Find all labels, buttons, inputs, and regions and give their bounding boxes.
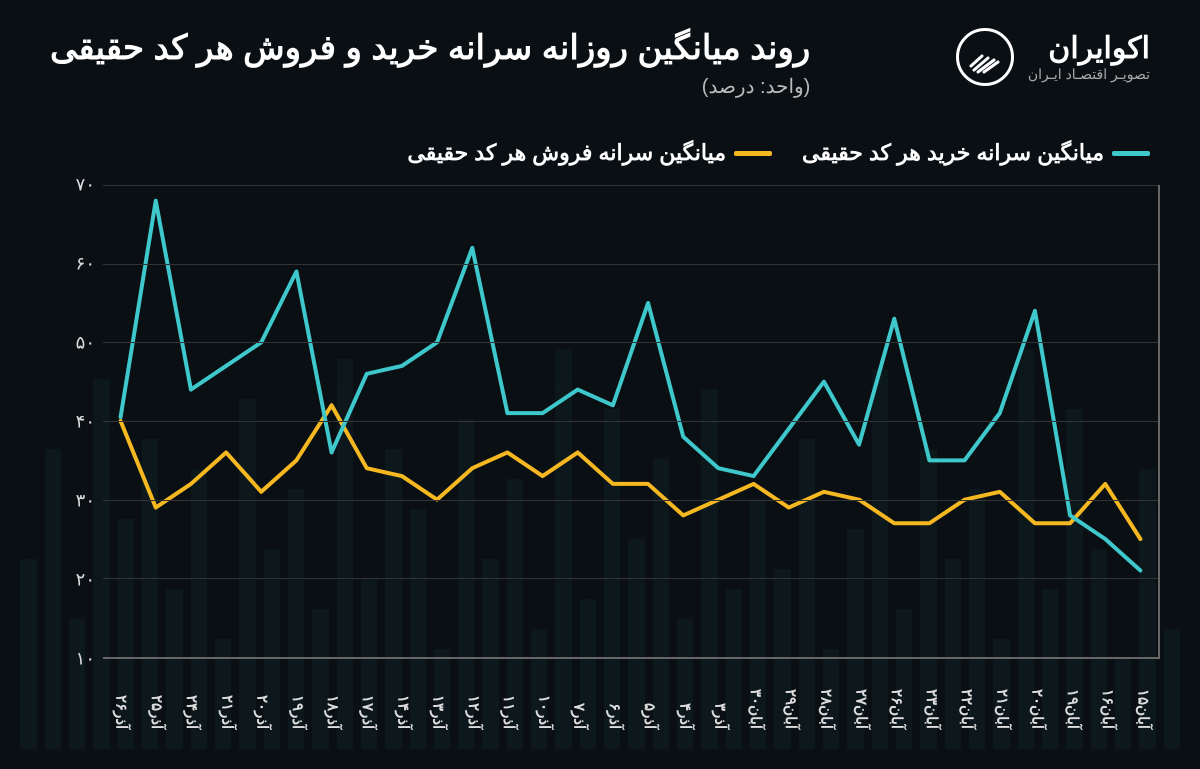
- x-tick-label: آبان۲۸: [808, 667, 843, 729]
- legend-swatch-sell: [734, 151, 772, 156]
- x-tick-label: آبان۱۵: [1125, 667, 1160, 729]
- x-tick-label: آذر۳: [702, 667, 737, 729]
- x-tick-label: آبان۲۰: [1019, 667, 1054, 729]
- x-tick-label: آذر۱۷: [350, 667, 385, 729]
- y-tick-label: ۱۰: [55, 649, 95, 670]
- x-tick-label: آذر۱۱: [491, 667, 526, 729]
- plot-area: [103, 185, 1160, 659]
- y-tick-label: ۳۰: [55, 491, 95, 512]
- x-axis-labels: آبان۱۵آبان۱۶آبان۱۹آبان۲۰آبان۲۱آبان۲۲آبان…: [103, 667, 1160, 729]
- header: اکوایران تصویـر اقتصـاد ایـران روند میان…: [50, 28, 1150, 99]
- x-tick-label: آبان۲۳: [913, 667, 948, 729]
- legend-item-sell: میانگین سرانه فروش هر کد حقیقی: [407, 140, 772, 166]
- x-tick-label: آبان۱۶: [1090, 667, 1125, 729]
- chart-title: روند میانگین روزانه سرانه خرید و فروش هر…: [50, 28, 810, 68]
- brand-logo-icon: [956, 28, 1014, 86]
- chart: آبان۱۵آبان۱۶آبان۱۹آبان۲۰آبان۲۱آبان۲۲آبان…: [55, 185, 1160, 729]
- x-tick-label: آبان۲۹: [772, 667, 807, 729]
- series-line-sell: [121, 405, 1141, 539]
- legend-label-sell: میانگین سرانه فروش هر کد حقیقی: [407, 140, 726, 166]
- x-tick-label: آذر۲۱: [209, 667, 244, 729]
- y-tick-label: ۷۰: [55, 175, 95, 196]
- legend-swatch-buy: [1112, 151, 1150, 156]
- y-tick-label: ۲۰: [55, 570, 95, 591]
- x-tick-label: آذر۱۳: [420, 667, 455, 729]
- chart-subtitle: (واحد: درصد): [50, 74, 810, 99]
- x-tick-label: آذر۷: [561, 667, 596, 729]
- x-tick-label: آذر۱۴: [385, 667, 420, 729]
- x-tick-label: آذر۲۴: [173, 667, 208, 729]
- x-tick-label: آذر۲۰: [244, 667, 279, 729]
- y-tick-label: ۶۰: [55, 254, 95, 275]
- x-tick-label: آبان۲۶: [878, 667, 913, 729]
- y-tick-label: ۵۰: [55, 333, 95, 354]
- x-tick-label: آذر۱۹: [279, 667, 314, 729]
- legend-item-buy: میانگین سرانه خرید هر کد حقیقی: [802, 140, 1150, 166]
- series-line-buy: [121, 201, 1141, 571]
- y-tick-label: ۴۰: [55, 412, 95, 433]
- x-tick-label: آذر۴: [667, 667, 702, 729]
- x-tick-label: آبان۳۰: [737, 667, 772, 729]
- x-tick-label: آذر۶: [596, 667, 631, 729]
- x-tick-label: آذر۱۲: [455, 667, 490, 729]
- x-tick-label: آبان۲۱: [984, 667, 1019, 729]
- legend: میانگین سرانه خرید هر کد حقیقی میانگین س…: [407, 140, 1150, 166]
- legend-label-buy: میانگین سرانه خرید هر کد حقیقی: [802, 140, 1104, 166]
- x-tick-label: آذر۱۰: [526, 667, 561, 729]
- x-tick-label: آذر۵: [631, 667, 666, 729]
- x-tick-label: آبان۲۷: [843, 667, 878, 729]
- x-tick-label: آذر۱۸: [314, 667, 349, 729]
- x-tick-label: آذر۲۵: [138, 667, 173, 729]
- brand-tagline: تصویـر اقتصـاد ایـران: [1028, 66, 1150, 83]
- x-tick-label: آذر۲۶: [103, 667, 138, 729]
- x-tick-label: آبان۱۹: [1054, 667, 1089, 729]
- brand-block: اکوایران تصویـر اقتصـاد ایـران: [956, 28, 1150, 86]
- brand-name: اکوایران: [1028, 31, 1150, 66]
- x-tick-label: آبان۲۲: [949, 667, 984, 729]
